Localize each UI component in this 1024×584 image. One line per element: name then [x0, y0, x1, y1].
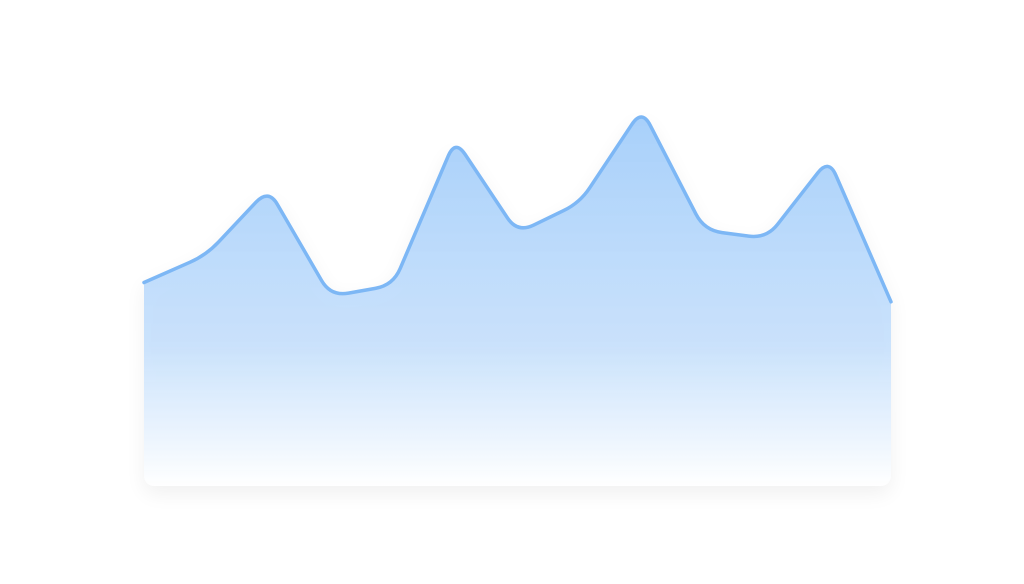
data-point: [142, 281, 146, 285]
plot-area: [142, 107, 893, 487]
data-point: [578, 201, 582, 205]
data-point: [640, 107, 644, 111]
data-point: [391, 283, 395, 287]
data-point: [516, 231, 520, 235]
data-point: [889, 300, 893, 304]
data-point: [827, 157, 831, 161]
data-point: [329, 294, 333, 298]
data-point: [453, 138, 457, 142]
data-point: [702, 228, 706, 232]
series-line: [142, 115, 893, 304]
data-point: [204, 253, 208, 257]
data-point: [267, 187, 271, 191]
series-area-fill: [144, 117, 891, 487]
data-point: [765, 237, 769, 241]
